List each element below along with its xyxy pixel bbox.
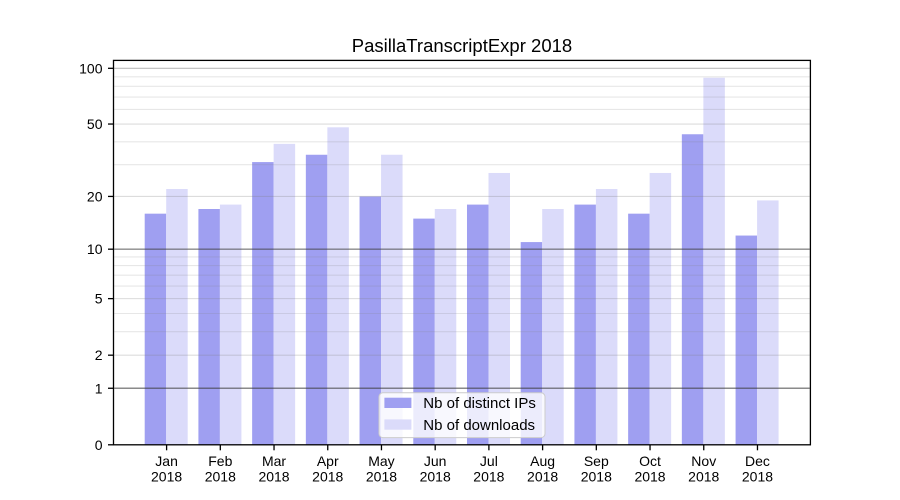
svg-text:Mar: Mar — [262, 453, 286, 469]
svg-text:2: 2 — [95, 347, 103, 363]
svg-text:2018: 2018 — [312, 468, 343, 484]
svg-text:2018: 2018 — [527, 468, 558, 484]
svg-text:Apr: Apr — [317, 453, 339, 469]
svg-text:2018: 2018 — [634, 468, 665, 484]
svg-text:50: 50 — [87, 116, 103, 132]
svg-text:2018: 2018 — [258, 468, 289, 484]
svg-text:2018: 2018 — [151, 468, 182, 484]
svg-text:0: 0 — [95, 437, 103, 453]
svg-text:1: 1 — [95, 380, 103, 396]
svg-text:Oct: Oct — [639, 453, 661, 469]
svg-text:2018: 2018 — [581, 468, 612, 484]
svg-text:2018: 2018 — [688, 468, 719, 484]
svg-text:May: May — [368, 453, 394, 469]
svg-text:Sep: Sep — [584, 453, 609, 469]
svg-text:Jun: Jun — [424, 453, 447, 469]
svg-text:10: 10 — [87, 241, 103, 257]
svg-text:100: 100 — [79, 60, 103, 76]
svg-text:5: 5 — [95, 291, 103, 307]
svg-text:2018: 2018 — [366, 468, 397, 484]
svg-text:Feb: Feb — [208, 453, 232, 469]
svg-text:Nov: Nov — [691, 453, 716, 469]
svg-text:PasillaTranscriptExpr 2018: PasillaTranscriptExpr 2018 — [352, 35, 572, 56]
svg-text:2018: 2018 — [205, 468, 236, 484]
svg-text:Aug: Aug — [530, 453, 555, 469]
svg-text:2018: 2018 — [420, 468, 451, 484]
svg-text:2018: 2018 — [742, 468, 773, 484]
svg-text:Jul: Jul — [480, 453, 498, 469]
svg-text:Dec: Dec — [745, 453, 770, 469]
svg-text:Nb of distinct IPs: Nb of distinct IPs — [423, 395, 536, 412]
svg-text:Jan: Jan — [155, 453, 178, 469]
svg-text:20: 20 — [87, 188, 103, 204]
svg-text:Nb of downloads: Nb of downloads — [423, 417, 535, 434]
svg-text:2018: 2018 — [473, 468, 504, 484]
